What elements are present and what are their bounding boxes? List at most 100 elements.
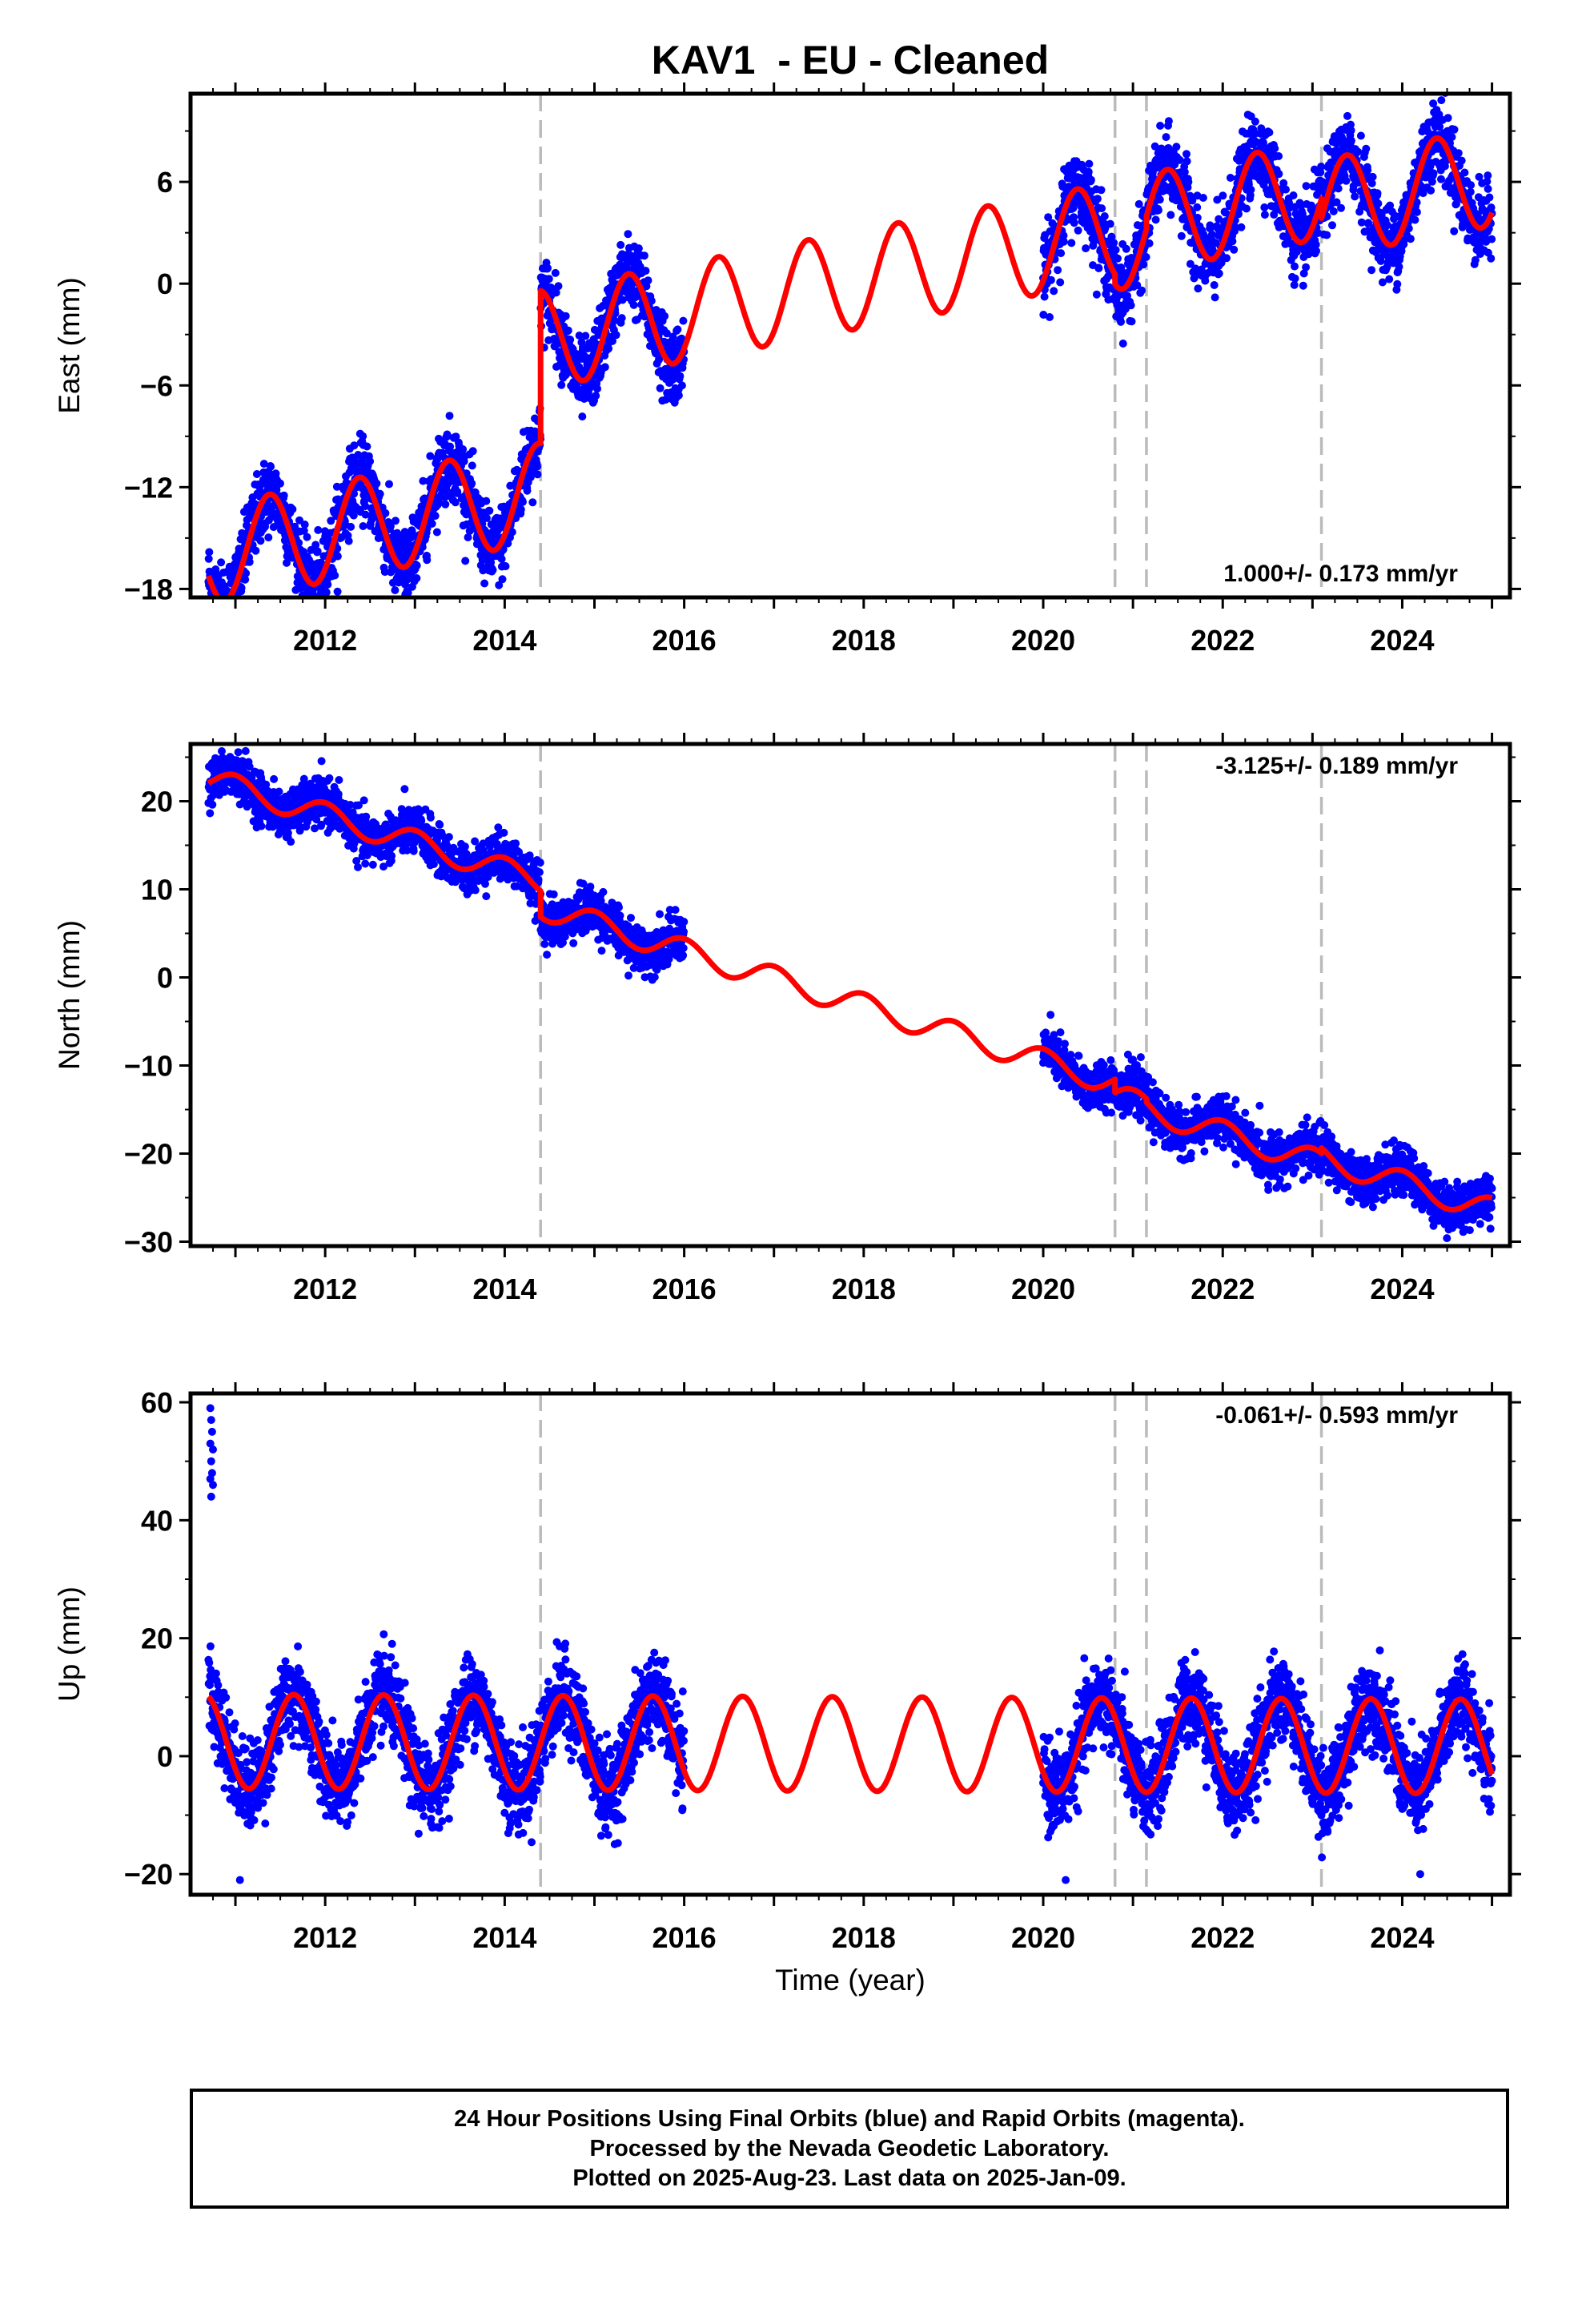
data-point: [673, 325, 682, 334]
data-point: [1437, 96, 1446, 105]
data-point: [624, 230, 632, 239]
data-point: [1074, 226, 1082, 235]
data-point: [230, 600, 238, 608]
data-point: [219, 622, 227, 630]
data-point: [283, 829, 292, 838]
y-tick-label: 0: [157, 267, 173, 300]
data-point: [1460, 168, 1469, 177]
data-point: [1210, 281, 1219, 289]
data-point: [1271, 144, 1279, 153]
data-point: [366, 457, 375, 465]
data-point: [1040, 292, 1049, 301]
data-point: [423, 556, 432, 565]
data-point: [1172, 143, 1181, 151]
data-point: [1467, 181, 1476, 190]
data-point: [264, 533, 273, 542]
data-point: [386, 522, 395, 531]
data-point: [1466, 187, 1475, 196]
data-point: [207, 601, 215, 609]
data-point: [1175, 155, 1184, 164]
data-point: [215, 601, 223, 609]
data-point: [1385, 275, 1394, 283]
data-point: [1362, 144, 1371, 153]
data-point: [380, 568, 389, 577]
data-point: [234, 748, 243, 757]
data-point: [1193, 203, 1202, 211]
data-point: [1138, 286, 1146, 295]
data-point: [468, 461, 476, 470]
data-point: [641, 267, 650, 275]
data-point: [222, 616, 230, 624]
data-point: [656, 384, 665, 392]
data-point: [1484, 184, 1492, 193]
data-point: [256, 537, 265, 545]
data-point: [428, 519, 436, 528]
data-point: [634, 244, 643, 253]
data-point: [209, 609, 217, 617]
data-point: [400, 785, 409, 794]
data-point: [361, 859, 370, 868]
data-point: [361, 502, 370, 510]
data-point: [1070, 219, 1078, 227]
data-point: [561, 312, 570, 320]
data-point: [228, 626, 236, 634]
y-tick-label: 6: [157, 166, 173, 199]
data-point: [225, 626, 233, 634]
data-point: [216, 626, 224, 634]
data-point: [303, 533, 311, 541]
data-point: [1395, 263, 1403, 271]
data-point: [441, 500, 450, 509]
data-point: [225, 604, 233, 612]
data-point: [676, 372, 685, 380]
data-point: [554, 282, 563, 291]
data-point: [1194, 284, 1203, 293]
data-point: [412, 561, 421, 570]
data-point: [544, 275, 553, 283]
data-point: [1393, 279, 1402, 288]
data-point: [311, 541, 320, 549]
data-point: [217, 603, 225, 611]
data-point: [288, 505, 297, 513]
data-point: [1447, 133, 1456, 142]
data-point: [391, 586, 400, 594]
data-point: [617, 314, 626, 323]
data-point: [1282, 185, 1290, 194]
data-point: [257, 822, 266, 830]
data-point: [1265, 128, 1274, 137]
data-point: [1114, 254, 1122, 263]
data-point: [335, 776, 343, 784]
data-point: [528, 498, 537, 507]
data-point: [279, 491, 288, 500]
data-point: [1142, 253, 1150, 261]
data-point: [1118, 340, 1127, 348]
data-point: [331, 571, 339, 580]
data-point: [1363, 166, 1372, 175]
x-tick-label: 2014: [472, 624, 536, 657]
data-point: [223, 601, 231, 609]
data-point: [211, 601, 219, 609]
data-point: [1155, 195, 1164, 204]
data-point: [251, 546, 260, 555]
data-point: [1085, 159, 1094, 168]
data-point: [1050, 287, 1058, 296]
data-point: [291, 609, 299, 617]
data-point: [313, 547, 322, 556]
data-point: [1184, 178, 1193, 187]
data-point: [324, 609, 332, 617]
data-point: [1487, 254, 1496, 263]
data-point: [375, 489, 384, 498]
data-point: [271, 469, 280, 478]
data-point: [1193, 213, 1202, 222]
data-point: [227, 620, 235, 628]
data-point: [214, 641, 222, 649]
x-tick-label: 2016: [652, 624, 717, 657]
data-point: [283, 558, 291, 567]
data-point: [361, 510, 370, 519]
chart-title: KAV1 - EU - Cleaned: [652, 38, 1049, 82]
data-point: [1342, 176, 1351, 185]
data-point: [578, 412, 587, 421]
data-point: [224, 609, 232, 617]
data-point: [211, 609, 219, 617]
data-point: [544, 263, 552, 272]
data-point: [349, 511, 358, 520]
